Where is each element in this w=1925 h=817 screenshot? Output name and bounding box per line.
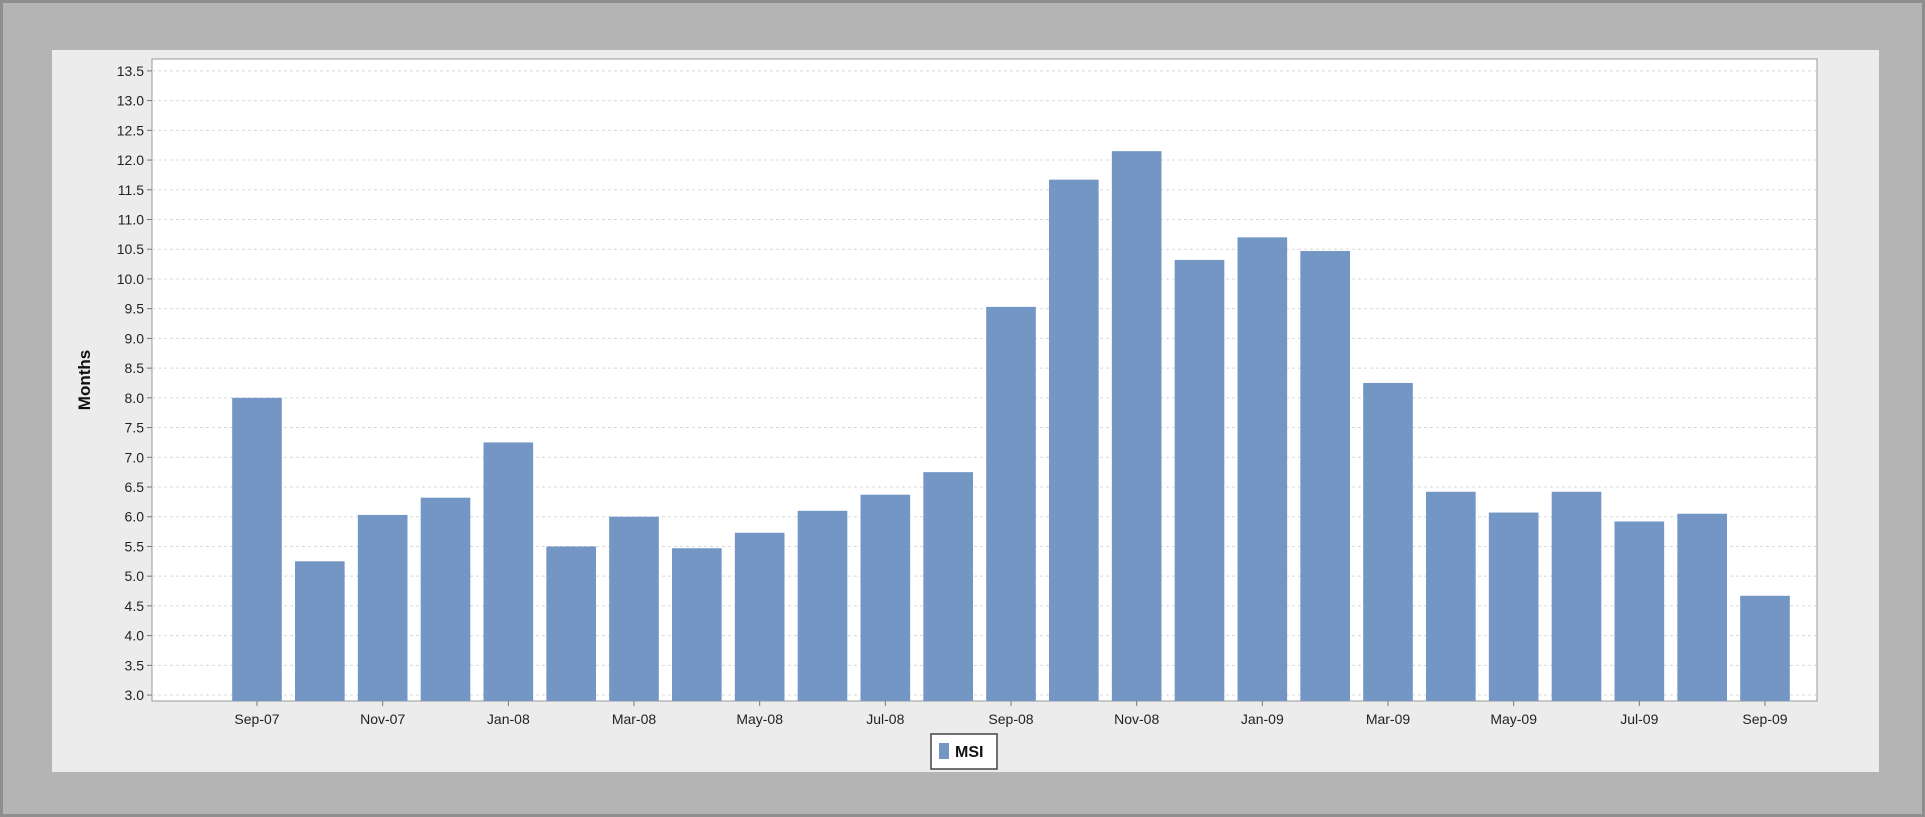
y-tick-label: 4.0	[125, 628, 145, 644]
bar-jul-09	[1614, 521, 1665, 701]
y-tick-label: 9.0	[125, 330, 145, 346]
y-tick-label: 10.5	[117, 241, 144, 257]
y-tick-label: 6.0	[125, 509, 145, 525]
y-tick-label: 8.5	[125, 360, 145, 376]
y-tick-label: 6.5	[125, 479, 145, 495]
x-tick-label: Sep-07	[234, 711, 279, 727]
bar-feb-09	[1300, 251, 1350, 701]
bar-jan-08	[483, 442, 534, 701]
bar-nov-08	[1111, 151, 1162, 701]
y-tick-label: 3.5	[125, 657, 145, 673]
x-tick-label: Mar-09	[1366, 711, 1411, 727]
grid-lines	[152, 70, 1817, 696]
bar-mar-09	[1363, 382, 1413, 701]
x-tick-label: May-08	[736, 711, 783, 727]
bar-jun-08	[797, 510, 848, 701]
bar-aug-09	[1677, 513, 1727, 701]
bar-jul-08	[860, 494, 911, 701]
bar-sep-07	[232, 397, 282, 701]
y-tick-label: 11.0	[118, 212, 144, 228]
msi-bar-chart: 3.0 3.5 4.0 4.5 5.0 5.5 6.0 6.5 7.0 7.5 8.0 8.5 9.0 9…	[75, 58, 1818, 770]
legend-swatch-msi	[939, 743, 949, 759]
bar-dec-07	[420, 497, 471, 701]
bar-jan-09	[1237, 237, 1288, 702]
bar-oct-07	[295, 561, 345, 701]
y-tick-label: 5.5	[125, 538, 145, 554]
y-tick-label: 7.0	[125, 449, 145, 465]
y-tick-label: 5.0	[125, 568, 145, 584]
bar-apr-08	[672, 548, 722, 701]
y-axis-title: Months	[75, 350, 94, 410]
legend-label-msi: MSI	[955, 744, 983, 761]
y-tick-label: 8.0	[125, 390, 145, 406]
x-tick-label: Mar-08	[612, 711, 657, 727]
y-tick-label: 9.5	[125, 301, 145, 317]
bar-nov-07	[357, 514, 408, 701]
bar-oct-08	[1049, 179, 1099, 701]
bar-may-08	[734, 532, 785, 701]
y-tick-label: 3.0	[125, 687, 145, 703]
bar-sep-09	[1740, 595, 1790, 701]
x-tick-label: Sep-08	[988, 711, 1033, 727]
bar-feb-08	[546, 546, 596, 701]
legend: MSI	[930, 733, 998, 770]
x-tick-label: Jan-08	[487, 711, 530, 727]
bar-dec-08	[1174, 259, 1225, 701]
x-tick-label: Jul-09	[1620, 711, 1658, 727]
chart-panel: 3.0 3.5 4.0 4.5 5.0 5.5 6.0 6.5 7.0 7.5 8.0 8.5 9.0 9…	[52, 50, 1879, 772]
bar-may-09	[1488, 512, 1539, 701]
bar-mar-08	[609, 516, 659, 701]
x-axis-ticks: Sep-07 Nov-07 Jan-08 Mar-08 May-08 Jul-08 Sep-…	[234, 701, 1788, 727]
bar-apr-09	[1426, 491, 1476, 701]
y-axis-ticks: 3.0 3.5 4.0 4.5 5.0 5.5 6.0 6.5 7.0 7.5 8.0 8.5 9.0 9…	[117, 63, 152, 703]
y-tick-label: 13.0	[117, 93, 144, 109]
y-tick-label: 7.5	[125, 420, 145, 436]
x-tick-label: Jan-09	[1241, 711, 1284, 727]
y-tick-label: 4.5	[125, 598, 145, 614]
x-tick-label: Jul-08	[866, 711, 904, 727]
y-tick-label: 12.5	[117, 122, 144, 138]
x-tick-label: Nov-07	[360, 711, 405, 727]
y-tick-label: 11.5	[118, 182, 144, 198]
y-tick-label: 12.0	[117, 152, 144, 168]
x-tick-label: Sep-09	[1742, 711, 1787, 727]
y-tick-label: 13.5	[117, 63, 144, 79]
x-tick-label: Nov-08	[1114, 711, 1159, 727]
bar-jun-09	[1551, 491, 1602, 701]
bar-sep-08	[986, 306, 1036, 701]
x-tick-label: May-09	[1490, 711, 1537, 727]
bar-aug-08	[923, 472, 973, 701]
bars	[232, 151, 1790, 702]
y-tick-label: 10.0	[117, 271, 144, 287]
